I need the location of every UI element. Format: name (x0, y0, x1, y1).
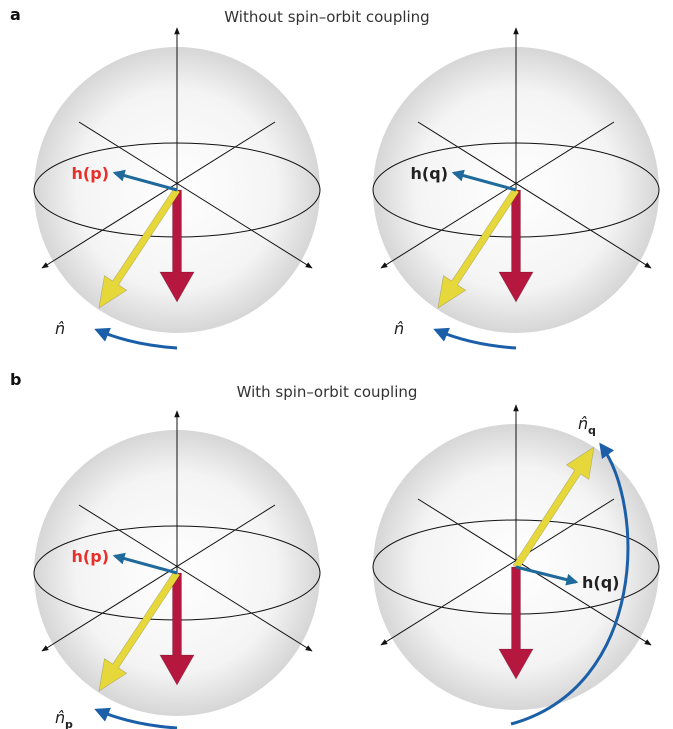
sphere-diagram: h(q) n̂ (373, 28, 659, 348)
rotation-arrow (436, 330, 516, 348)
panel-letter: a (10, 5, 21, 24)
n-label-sub: p (65, 718, 73, 729)
figure: a Without spin–orbit coupling h(p) n̂ h(q) n̂… (0, 0, 673, 729)
panel-letter: b (10, 370, 21, 389)
n-label: n̂ (578, 414, 588, 433)
sphere-diagram: h(q) n̂q (373, 405, 659, 724)
rotation-arrow (97, 330, 177, 348)
panel-title: With spin–orbit coupling (237, 383, 418, 401)
h-label: h(p) (72, 547, 109, 566)
h-label: h(p) (72, 164, 109, 183)
n-label: n̂ (55, 708, 65, 727)
panel-title: Without spin–orbit coupling (224, 8, 429, 26)
content: a Without spin–orbit coupling h(p) n̂ h(q) n̂… (10, 5, 659, 729)
n-label: n̂ (55, 319, 65, 338)
h-label: h(q) (411, 164, 448, 183)
n-label-sub: q (588, 424, 596, 437)
sphere-diagram: h(p) n̂ (34, 28, 320, 348)
sphere-diagram: h(p) n̂p (34, 411, 320, 729)
n-label: n̂ (394, 319, 404, 338)
h-label: h(q) (582, 573, 619, 592)
